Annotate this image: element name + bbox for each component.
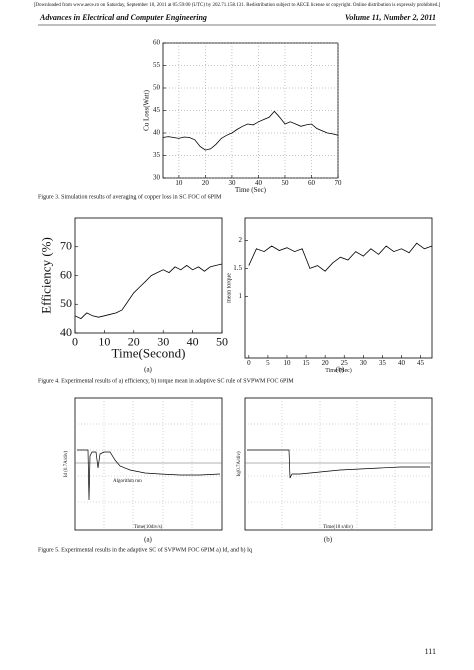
x-tick-label: 0 — [247, 359, 251, 367]
x-tick-label: 40 — [255, 179, 263, 187]
y-label: Iq(0.7A/div) — [237, 451, 242, 476]
y-tick-label: 40 — [60, 325, 72, 339]
panel-label: (b) — [336, 366, 345, 374]
x-tick-label: 50 — [281, 179, 289, 187]
volume: Volume 11, Number 2, 2011 — [345, 13, 436, 22]
plot-frame — [244, 217, 433, 359]
data-line — [162, 110, 339, 151]
page-number: 111 — [425, 647, 436, 656]
y-label: Id (0.7A/div) — [64, 450, 69, 477]
y-tick-label: 40 — [153, 129, 161, 137]
x-tick-label: 30 — [360, 359, 368, 367]
y-tick-label: 60 — [60, 267, 72, 281]
download-notice: [Downloaded from www.aece.ro on Saturday… — [34, 3, 441, 8]
x-tick-label: 10 — [98, 334, 110, 348]
x-tick-label: 0 — [72, 334, 78, 348]
x-label: Time(10div/s) — [134, 525, 163, 530]
y-tick-label: 30 — [153, 174, 161, 182]
x-tick-label: 60 — [308, 179, 316, 187]
data-line — [248, 242, 433, 272]
y-axis-label: mean torque — [226, 273, 232, 303]
y-tick-label: 50 — [60, 296, 72, 310]
plot-frame — [74, 217, 223, 334]
y-tick-label: 1 — [239, 292, 243, 300]
x-tick-label: 70 — [335, 179, 343, 187]
data-line — [74, 263, 223, 320]
scope-a — [74, 397, 223, 531]
x-tick-label: 40 — [398, 359, 406, 367]
scope-b — [244, 397, 433, 531]
x-tick-label: 20 — [322, 359, 330, 367]
journal-title: Advances in Electrical and Computer Engi… — [39, 13, 207, 22]
y-tick-label: 35 — [153, 151, 161, 159]
x-tick-label: 20 — [128, 334, 140, 348]
x-tick-label: 30 — [157, 334, 169, 348]
panel-label: (a) — [144, 366, 152, 374]
x-tick-label: 30 — [228, 179, 236, 187]
annotation: Algorithm run — [113, 479, 142, 484]
y-axis-label: Efficiency (%) — [38, 237, 53, 314]
x-tick-label: 40 — [187, 334, 199, 348]
y-tick-label: 55 — [153, 61, 161, 69]
y-tick-label: 60 — [153, 39, 161, 47]
x-tick-label: 25 — [341, 359, 349, 367]
x-tick-label: 5 — [266, 359, 270, 367]
y-tick-label: 45 — [153, 106, 161, 114]
x-tick-label: 10 — [283, 359, 291, 367]
y-tick-label: 2 — [239, 236, 243, 244]
x-axis-label: Time(Second) — [112, 346, 186, 361]
y-tick-label: 70 — [60, 239, 72, 253]
x-tick-label: 50 — [216, 334, 228, 348]
x-tick-label: 10 — [175, 179, 183, 187]
caption: Figure 5. Experimental results in the ad… — [38, 546, 252, 553]
x-tick-label: 35 — [379, 359, 387, 367]
y-tick-label: 1.5 — [233, 264, 242, 272]
x-label: Time(10 s/div) — [323, 525, 353, 530]
x-tick-label: 45 — [417, 359, 425, 367]
panel-label: (b) — [324, 536, 333, 544]
y-axis-label: Cu Loss(Watt) — [143, 89, 151, 131]
x-axis-label: Time (Sec) — [325, 367, 352, 374]
x-axis-label: Time (Sec) — [235, 186, 267, 194]
panel-label: (a) — [144, 536, 152, 544]
y-tick-label: 50 — [153, 84, 161, 92]
caption: Figure 3. Simulation results of averagin… — [38, 193, 222, 200]
caption: Figure 4. Experimental results of a) eff… — [38, 377, 294, 384]
x-tick-label: 20 — [202, 179, 210, 187]
x-tick-label: 15 — [303, 359, 311, 367]
